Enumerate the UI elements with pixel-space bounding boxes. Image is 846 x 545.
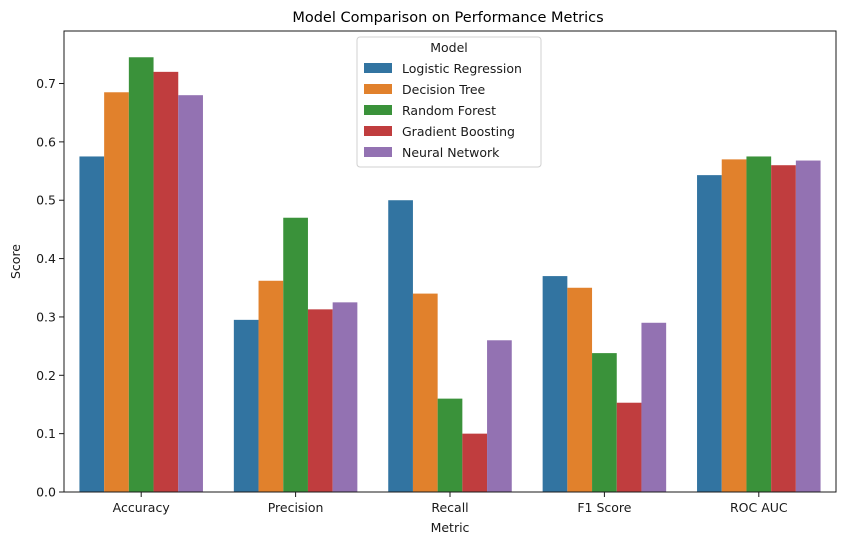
legend-swatch <box>364 63 392 73</box>
bar-logistic-regression-f1-score <box>542 276 568 492</box>
y-tick-label: 0.2 <box>36 368 56 383</box>
bar-random-forest-recall <box>437 398 463 492</box>
plot-frame <box>63 30 837 493</box>
y-tick-label: 0.4 <box>36 251 56 266</box>
bar-neural-network-recall <box>487 340 512 492</box>
legend-label: Neural Network <box>402 145 500 160</box>
bar-random-forest-f1-score <box>592 353 617 492</box>
bar-random-forest-accuracy <box>128 57 154 493</box>
bar-logistic-regression-precision <box>233 319 259 492</box>
y-tick-label: 0.5 <box>36 193 56 208</box>
x-tick-label: Precision <box>268 500 324 515</box>
x-tick-label: F1 Score <box>577 500 631 515</box>
chart-title: Model Comparison on Performance Metrics <box>292 10 603 26</box>
y-tick-label: 0.3 <box>36 309 56 324</box>
bar-logistic-regression-roc-auc <box>697 175 722 492</box>
y-axis: 0.0 0.1 0.2 0.3 0.4 0.5 0.6 0.7 <box>36 76 64 500</box>
x-axis: Accuracy Precision Recall F1 Score ROC AUC <box>113 492 788 515</box>
bar-decision-tree-roc-auc <box>721 159 747 492</box>
legend-label: Logistic Regression <box>402 61 522 76</box>
bar-neural-network-roc-auc <box>795 160 821 493</box>
x-axis-label: Metric <box>431 520 470 535</box>
bar-gradient-boosting-precision <box>307 309 333 492</box>
bar-gradient-boosting-f1-score <box>616 402 642 492</box>
y-tick-label: 0.1 <box>36 426 56 441</box>
bar-decision-tree-precision <box>258 280 284 492</box>
bar-decision-tree-f1-score <box>567 287 593 492</box>
bar-neural-network-f1-score <box>641 322 667 492</box>
bar-random-forest-precision <box>283 217 308 492</box>
x-tick-label: Accuracy <box>113 500 171 515</box>
legend-swatch <box>364 105 392 115</box>
legend-swatch <box>364 126 392 136</box>
y-tick-label: 0.6 <box>36 134 56 149</box>
legend-swatch <box>364 84 392 94</box>
bar-decision-tree-recall <box>412 293 438 492</box>
bar-neural-network-accuracy <box>178 95 203 492</box>
legend-label: Decision Tree <box>402 82 486 97</box>
x-tick-label: Recall <box>431 500 468 515</box>
y-tick-label: 0.0 <box>36 485 56 500</box>
legend-title: Model <box>430 40 468 55</box>
y-tick-label: 0.7 <box>36 76 56 91</box>
bar-logistic-regression-accuracy <box>79 156 105 492</box>
bar-gradient-boosting-roc-auc <box>771 165 796 492</box>
bar-logistic-regression-recall <box>388 200 413 492</box>
bar-gradient-boosting-accuracy <box>153 71 179 493</box>
y-axis-label: Score <box>8 244 23 279</box>
x-tick-label: ROC AUC <box>730 500 788 515</box>
legend-frame <box>356 36 542 168</box>
bar-decision-tree-accuracy <box>104 92 129 492</box>
legend-swatch <box>364 147 392 157</box>
legend: Model Logistic Regression Decision Tree Ran… <box>356 36 542 168</box>
bar-gradient-boosting-recall <box>462 433 488 492</box>
bars-group <box>79 57 821 493</box>
bar-random-forest-roc-auc <box>746 156 772 492</box>
bar-neural-network-precision <box>332 302 358 492</box>
legend-label: Random Forest <box>402 103 496 118</box>
legend-label: Gradient Boosting <box>402 124 515 139</box>
